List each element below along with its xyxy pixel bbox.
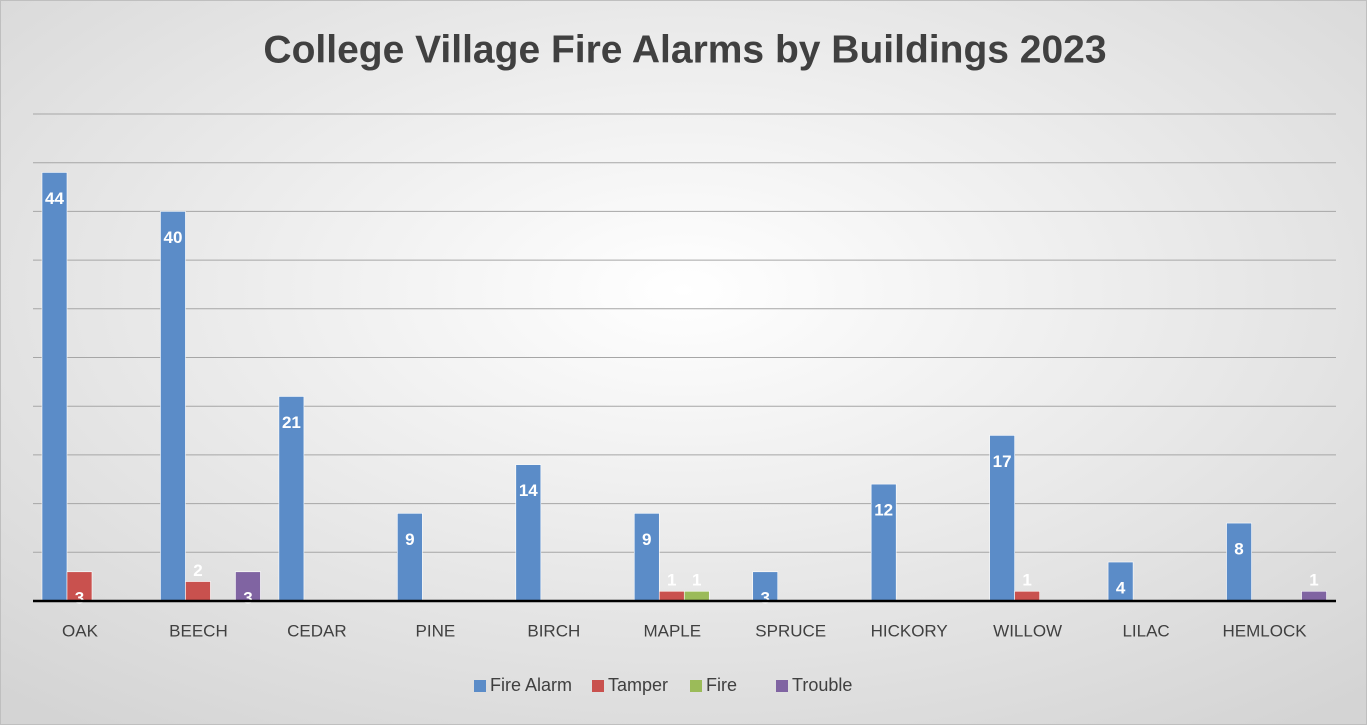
data-label: 3 [75, 588, 84, 607]
x-tick-label: HICKORY [871, 621, 948, 640]
legend-swatch [474, 680, 486, 692]
bar [658, 590, 685, 602]
x-tick-label: CEDAR [287, 621, 347, 640]
bar [1014, 590, 1040, 602]
x-tick-label: WILLOW [993, 621, 1062, 640]
x-tick-label: LILAC [1122, 621, 1169, 640]
bar [397, 513, 423, 602]
data-label: 3 [243, 588, 252, 607]
data-label: 12 [874, 501, 893, 520]
bar [870, 483, 897, 602]
legend-label: Fire [706, 675, 737, 695]
bar [1226, 522, 1252, 602]
bar [1301, 590, 1327, 602]
data-label: 1 [667, 571, 676, 590]
x-tick-label: HEMLOCK [1223, 621, 1308, 640]
data-label: 9 [405, 530, 414, 549]
bar [278, 396, 305, 602]
data-label: 2 [193, 561, 202, 580]
x-tick-label: MAPLE [643, 621, 701, 640]
data-label: 9 [642, 530, 651, 549]
legend-swatch [690, 680, 702, 692]
bar [185, 581, 211, 602]
legend-swatch [592, 680, 604, 692]
bar [1107, 561, 1134, 602]
legend-swatch [776, 680, 788, 692]
data-label: 17 [993, 452, 1012, 471]
bar [752, 571, 779, 602]
bar [66, 571, 93, 602]
x-tick-label: PINE [416, 621, 456, 640]
data-label: 1 [692, 571, 701, 590]
x-tick-label: OAK [62, 621, 99, 640]
bar [989, 435, 1015, 602]
data-label: 1 [1309, 571, 1318, 590]
bar [633, 513, 660, 602]
data-label: 1 [1022, 571, 1031, 590]
bar [683, 590, 710, 602]
bar [515, 464, 542, 602]
bar [41, 172, 68, 602]
data-label: 14 [519, 481, 538, 500]
legend-label: Fire Alarm [490, 675, 572, 695]
data-label: 44 [45, 189, 64, 208]
data-label: 40 [163, 228, 182, 247]
x-tick-label: BIRCH [527, 621, 580, 640]
data-label: 21 [282, 413, 301, 432]
legend-label: Tamper [608, 675, 668, 695]
bar [235, 571, 261, 602]
data-label: 4 [1116, 579, 1126, 598]
data-label: 3 [760, 588, 769, 607]
x-tick-label: SPRUCE [755, 621, 826, 640]
chart-title: College Village Fire Alarms by Buildings… [263, 28, 1106, 71]
bar [160, 211, 186, 602]
x-tick-label: BEECH [169, 621, 228, 640]
data-label: 8 [1234, 540, 1243, 559]
legend-label: Trouble [792, 675, 852, 695]
